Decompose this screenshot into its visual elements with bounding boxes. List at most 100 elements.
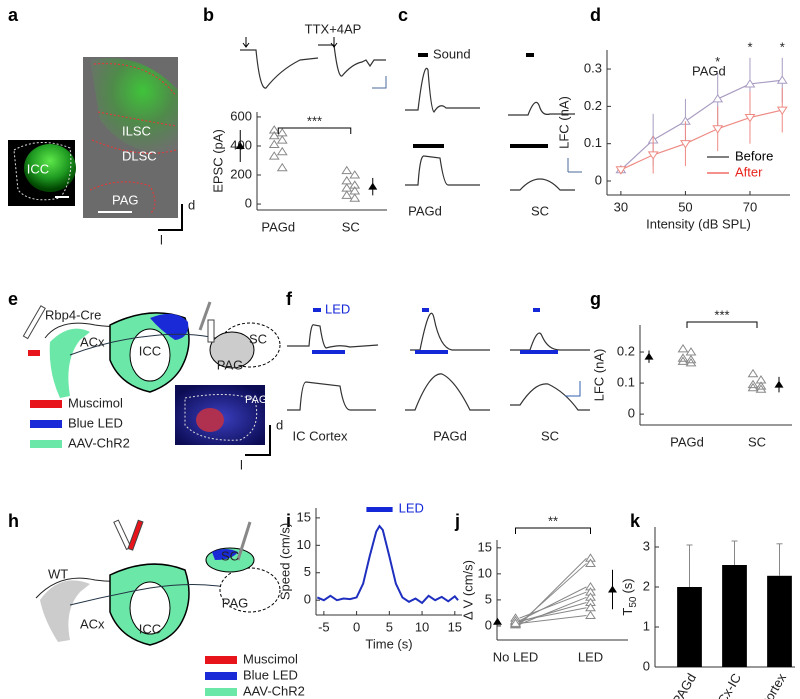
y-tick-label: 1 (643, 618, 650, 633)
x-axis-label: Time (s) (365, 636, 412, 651)
stimulus-bar (520, 350, 558, 354)
mouse-label: WT (48, 566, 68, 581)
region-shape (129, 581, 171, 635)
panel-c: Sound PAGd SC (405, 46, 582, 218)
orientation-axes (158, 204, 183, 231)
data-point (268, 151, 280, 160)
axis-label: d (276, 417, 283, 432)
axis-label: l (160, 232, 163, 247)
mean-marker (774, 380, 784, 388)
region-shape (49, 328, 90, 398)
region-label: ACx (80, 616, 105, 631)
bar (722, 565, 747, 667)
mean-marker (493, 617, 502, 625)
y-axis-label: T50 (s) (620, 578, 638, 615)
y-axis-label: LFC (nA) (591, 349, 606, 402)
y-tick-label: 10 (478, 565, 492, 580)
y-tick-label: 15 (478, 539, 492, 554)
legend-label: Blue LED (68, 415, 123, 430)
data-line (316, 524, 459, 605)
data-point (747, 382, 759, 392)
stimulus-bar (422, 308, 429, 312)
data-point (677, 356, 689, 365)
stimulus-bar (313, 308, 321, 312)
y-tick-label: 3 (643, 538, 650, 553)
image (24, 144, 76, 192)
panel-e: Rbp4-Cre ACx ICC SC PAG PAG d l (22, 301, 283, 472)
panel-h: WT ACx ICC SC PAG (35, 519, 281, 646)
data-point (755, 381, 767, 390)
stimulus-label: Sound (433, 46, 471, 61)
legend-label: AAV-ChR2 (68, 435, 130, 450)
y-tick-label: 10 (297, 537, 311, 552)
data-point (349, 193, 361, 202)
panel-label: f (286, 289, 293, 309)
data-point (685, 347, 697, 356)
data-line (620, 109, 783, 171)
outline (93, 63, 177, 97)
syringe (22, 305, 46, 340)
panel-label: j (454, 511, 460, 531)
data-point (685, 354, 697, 364)
data-point (615, 166, 627, 175)
significance-label: ** (548, 513, 558, 528)
mean-marker (235, 141, 245, 149)
pair-line (519, 586, 587, 622)
trace (510, 383, 590, 411)
y-tick-label: 2 (643, 578, 650, 593)
legend-swatch (205, 656, 237, 664)
data-point (276, 146, 288, 156)
data-point (677, 353, 689, 362)
data-point (755, 384, 767, 393)
significance-label: * (780, 39, 785, 54)
x-tick-label: ACx-IC (710, 671, 744, 699)
stimulus-label: LED (325, 301, 350, 316)
y-axis-label: Speed (cm/s) (277, 523, 292, 600)
x-tick-label: 0 (353, 619, 360, 634)
legend-label: Muscimol (243, 651, 298, 666)
panel-label: k (630, 511, 641, 531)
data-point (268, 130, 280, 140)
image (90, 58, 178, 152)
trace (287, 324, 379, 349)
region-label: SC (541, 428, 559, 443)
outline (97, 111, 177, 127)
panel-label: b (203, 5, 214, 25)
trace (510, 332, 590, 351)
region-label: ILSC (122, 123, 151, 138)
optic-fiber (236, 521, 252, 561)
x-axis-label: Intensity (dB SPL) (646, 216, 751, 231)
y-axis-label: Δ V (cm/s) (460, 560, 475, 620)
axis-label: l (240, 457, 243, 472)
legend-label: Before (735, 148, 773, 163)
y-axis-label: (s) (620, 578, 635, 593)
axis-label: d (188, 197, 195, 212)
optic-fiber (198, 301, 212, 331)
stimulus-bar (312, 350, 345, 354)
stimulus-bar (366, 507, 393, 512)
syringe (113, 519, 132, 551)
x-tick-label: 10 (415, 619, 429, 634)
data-point (712, 93, 724, 103)
stimulus-bar (413, 144, 444, 148)
outline (13, 142, 72, 201)
y-tick-label: 0.3 (584, 60, 602, 75)
region-label: PAG (112, 192, 139, 207)
y-axis-label: LFC (nA) (556, 96, 571, 149)
y-tick-label: 0 (485, 617, 492, 632)
legend-label: Muscimol (68, 395, 123, 410)
x-tick-label: LED (578, 649, 603, 664)
significance-label: *** (307, 113, 322, 128)
trace (240, 49, 319, 89)
panel-label: d (590, 5, 601, 25)
legend-label: Blue LED (243, 667, 298, 682)
data-point (510, 618, 521, 627)
x-tick-label: IC Cortex (749, 670, 790, 699)
data-point (276, 162, 288, 172)
data-point (744, 79, 756, 88)
significance-label: *** (714, 307, 729, 322)
trace (318, 44, 386, 77)
orientation-axes (245, 425, 271, 456)
data-point (268, 125, 280, 134)
